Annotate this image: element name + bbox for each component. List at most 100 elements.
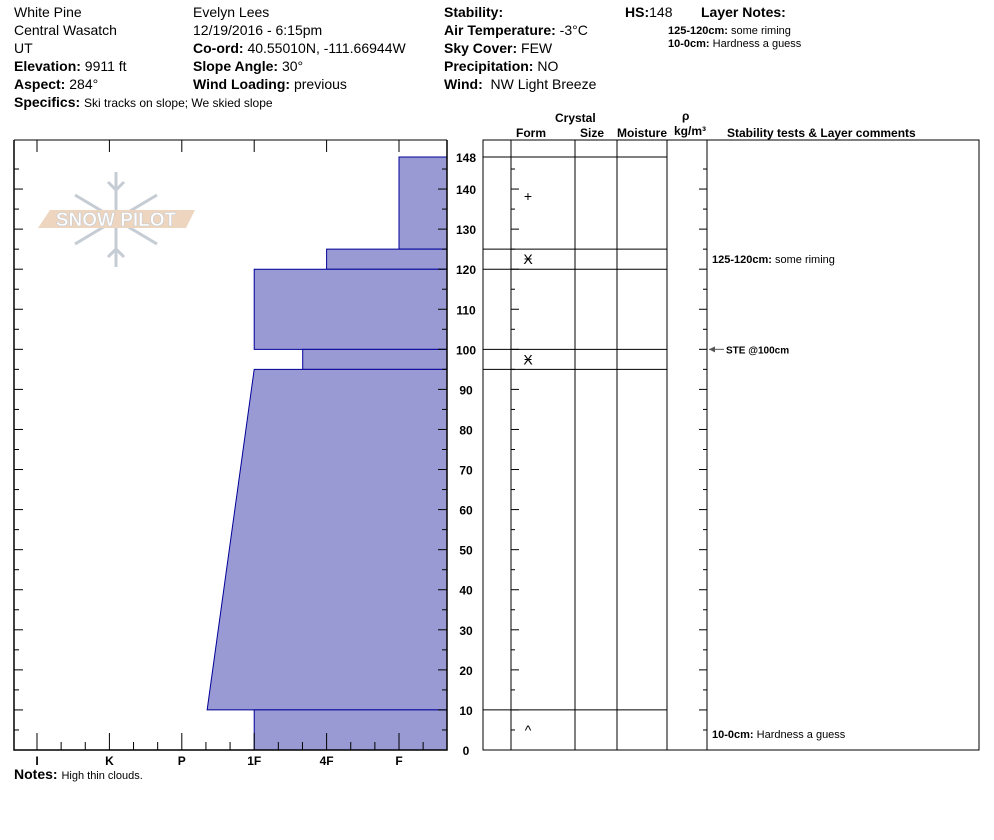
logo-text: SNOW PILOT — [56, 210, 177, 231]
depth-tick-label: 148 — [456, 151, 476, 165]
col-crystal: Crystal — [555, 111, 596, 125]
wind-loading-label: Wind Loading: — [193, 76, 291, 92]
layer-comment-text: Hardness a guess — [757, 729, 846, 741]
snowpilot-logo: SNOW PILOT — [38, 172, 195, 267]
col-density: kg/m³ — [674, 124, 707, 138]
wind-value: NW Light Breeze — [490, 76, 597, 92]
specifics: Specifics: Ski tracks on slope; We skied… — [14, 94, 273, 111]
layer-comment: 10-0cm: Hardness a guess — [712, 729, 846, 741]
aspect-label: Aspect: — [14, 76, 66, 92]
layer-notes-label: Layer Notes: — [701, 4, 786, 20]
crystal-form-symbol: Ӿ — [523, 251, 533, 267]
specifics-label: Specifics: — [14, 94, 81, 110]
hs-label: HS: — [625, 4, 650, 20]
arrow-head-icon — [709, 346, 715, 353]
col-form: Form — [516, 126, 546, 140]
stability-test-result: STE @100cm — [726, 345, 789, 356]
layer-comment-range: 10-0cm: — [712, 729, 757, 741]
hardness-tick-label: 1F — [247, 754, 261, 768]
depth-tick-label: 0 — [463, 744, 470, 758]
layer-comment: 125-120cm: some riming — [712, 254, 835, 266]
hardness-tick-label: 4F — [320, 754, 334, 768]
hardness-layer — [253, 268, 448, 350]
coord-value: 40.55010N, -111.66944W — [247, 40, 406, 56]
depth-tick-label: 100 — [456, 343, 476, 357]
layer-note-range: 125-120cm: — [668, 25, 728, 37]
range: Central Wasatch — [14, 22, 117, 38]
specifics-value: Ski tracks on slope; We skied slope — [84, 96, 273, 110]
hardness-layer — [326, 248, 448, 270]
aspect: Aspect: 284° — [14, 76, 98, 92]
air-temp-label: Air Temperature: — [444, 22, 556, 38]
col-moisture: Moisture — [617, 126, 668, 140]
precip-label: Precipitation: — [444, 58, 534, 74]
depth-tick-label: 20 — [459, 664, 473, 678]
wind: Wind: NW Light Breeze — [444, 76, 596, 92]
hardness-layer — [206, 368, 448, 711]
stability: Stability: — [444, 4, 503, 20]
hardness-tick-label: F — [395, 754, 402, 768]
depth-tick-label: 50 — [459, 544, 473, 558]
col-rho: ρ — [682, 109, 690, 123]
slope-label: Slope Angle: — [193, 58, 279, 74]
precipitation: Precipitation: NO — [444, 58, 558, 74]
elevation-value: 9911 ft — [84, 58, 127, 74]
layer-note: 125-120cm: some riming — [668, 23, 791, 39]
notes-value: High thin clouds. — [61, 770, 143, 782]
depth-tick-label: 120 — [456, 263, 476, 277]
depth-tick-label: 80 — [459, 423, 473, 437]
crystal-form-symbol: Ӿ — [523, 351, 533, 367]
notes-label: Notes: — [14, 766, 58, 782]
sky-label: Sky Cover: — [444, 40, 518, 56]
hardness-tick-label: P — [178, 754, 186, 768]
location: White Pine — [14, 4, 82, 20]
hardness-tick-label: K — [105, 754, 114, 768]
layer-grid-frame — [482, 139, 980, 751]
state: UT — [14, 40, 33, 56]
layer-note-text: some riming — [731, 25, 791, 37]
sky-value: FEW — [521, 40, 553, 56]
observer: Evelyn Lees — [193, 4, 270, 20]
layer-comment-range: 125-120cm: — [712, 254, 775, 266]
depth-tick-label: 30 — [459, 624, 473, 638]
hs-value: 148 — [649, 4, 673, 20]
depth-tick-label: 60 — [459, 504, 473, 518]
hardness-layer — [302, 348, 448, 370]
depth-tick-label: 90 — [459, 383, 473, 397]
wind-loading-value: previous — [293, 76, 347, 92]
wind-loading: Wind Loading: previous — [193, 76, 347, 92]
col-size: Size — [580, 126, 605, 140]
crystal-form-symbol: + — [524, 188, 532, 204]
layer-note-text: Hardness a guess — [712, 38, 802, 50]
depth-tick-label: 40 — [459, 584, 473, 598]
elevation: Elevation: 9911 ft — [14, 58, 127, 74]
datetime: 12/19/2016 - 6:15pm — [193, 22, 323, 38]
coord: Co-ord: 40.55010N, -111.66944W — [193, 40, 406, 56]
coord-label: Co-ord: — [193, 40, 244, 56]
sky-cover: Sky Cover: FEW — [444, 40, 552, 56]
depth-tick-label: 70 — [459, 464, 473, 478]
slope-value: 30° — [281, 58, 304, 74]
air-temp: Air Temperature: -3°C — [444, 22, 588, 38]
precip-value: NO — [537, 58, 559, 74]
wind-label: Wind: — [444, 76, 483, 92]
aspect-value: 284° — [69, 76, 99, 92]
crystal-form-symbol: ^ — [525, 722, 532, 738]
depth-tick-label: 130 — [456, 223, 476, 237]
notes: Notes: High thin clouds. — [14, 766, 143, 784]
depth-tick-label: 140 — [456, 183, 476, 197]
hs: HS:148 — [625, 4, 672, 20]
hardness-tick-label: I — [35, 754, 38, 768]
depth-tick-label: 10 — [459, 704, 473, 718]
layer-note-range: 10-0cm: — [668, 38, 710, 50]
elevation-label: Elevation: — [14, 58, 81, 74]
stability-label: Stability: — [444, 4, 504, 20]
layer-note: 10-0cm: Hardness a guess — [668, 36, 801, 52]
air-temp-value: -3°C — [559, 22, 588, 38]
depth-tick-label: 110 — [456, 303, 476, 317]
layer-comment-text: some riming — [775, 254, 835, 266]
col-comments: Stability tests & Layer comments — [727, 126, 916, 140]
slope: Slope Angle: 30° — [193, 58, 303, 74]
hardness-layer — [398, 156, 448, 250]
